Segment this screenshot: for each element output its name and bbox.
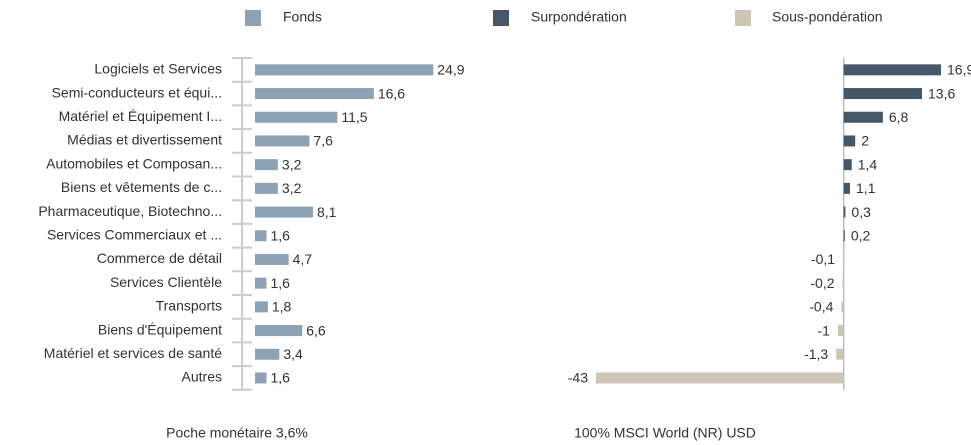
- value-label: 4,7: [293, 251, 313, 267]
- bar: [255, 372, 267, 384]
- value-label: 1,8: [272, 299, 292, 315]
- value-label: -43: [568, 370, 588, 386]
- category-label: Autres: [182, 369, 222, 385]
- bar: [255, 230, 267, 242]
- bar: [255, 301, 268, 313]
- bar: [843, 111, 883, 123]
- bar: [843, 206, 846, 218]
- value-label: 24,9: [437, 62, 464, 78]
- value-label: 1,4: [858, 156, 878, 172]
- value-label: 16,6: [378, 85, 405, 101]
- value-label: 1,6: [270, 275, 290, 291]
- bar: [596, 372, 844, 384]
- legend-swatch: [245, 10, 261, 26]
- legend-label: Fonds: [283, 9, 322, 25]
- bar: [255, 64, 434, 76]
- value-label: 7,6: [313, 133, 333, 149]
- bar: [837, 325, 844, 337]
- value-label: -0,4: [809, 299, 833, 315]
- legend-label: Surpondération: [531, 9, 627, 25]
- category-label: Matériel et services de santé: [44, 345, 222, 361]
- bar: [843, 230, 845, 242]
- category-label: Transports: [156, 298, 222, 314]
- bar: [255, 159, 278, 171]
- category-label: Services Clientèle: [110, 274, 222, 290]
- value-label: 3,4: [283, 346, 303, 362]
- value-label: 0,2: [851, 227, 871, 243]
- value-label: 16,9: [947, 62, 971, 78]
- category-label: Pharmaceutique, Biotechno...: [38, 203, 222, 219]
- bar: [841, 301, 844, 313]
- bar: [255, 88, 374, 100]
- value-label: 1,6: [270, 227, 290, 243]
- value-label: -1: [817, 322, 830, 338]
- value-label: 1,1: [856, 180, 876, 196]
- category-label: Biens d'Équipement: [98, 321, 222, 337]
- value-label: 13,6: [928, 85, 955, 101]
- category-label: Médias et divertissement: [67, 132, 222, 148]
- legend-label: Sous-pondération: [772, 9, 883, 25]
- value-label: 6,8: [889, 109, 909, 125]
- value-label: 8,1: [317, 204, 337, 220]
- bar: [843, 159, 852, 171]
- bar: [843, 253, 845, 265]
- value-label: 1,6: [270, 370, 290, 386]
- category-label: Biens et vêtements de c...: [61, 179, 222, 195]
- value-label: -1,3: [804, 346, 828, 362]
- bar: [255, 182, 278, 194]
- bar: [843, 88, 923, 100]
- value-label: 0,3: [851, 204, 871, 220]
- value-label: 2: [861, 133, 869, 149]
- category-label: Logiciels et Services: [94, 61, 222, 77]
- legend-swatch: [493, 10, 509, 26]
- value-label: 6,6: [306, 322, 326, 338]
- bar: [843, 182, 851, 194]
- note: 100% MSCI World (NR) USD: [574, 425, 756, 441]
- category-label: Commerce de détail: [97, 250, 222, 266]
- bar: [843, 135, 856, 147]
- legend-swatch: [735, 10, 751, 26]
- bar: [255, 135, 310, 147]
- bar: [836, 348, 844, 360]
- value-label: -0,1: [811, 251, 835, 267]
- value-label: -0,2: [810, 275, 834, 291]
- value-label: 3,2: [282, 180, 302, 196]
- note: Poche monétaire 3,6%: [166, 425, 308, 441]
- category-label: Services Commerciaux et ...: [47, 226, 222, 242]
- category-label: Semi-conducteurs et équi...: [52, 84, 222, 100]
- bar: [842, 277, 844, 289]
- bar: [255, 277, 267, 289]
- bar: [255, 111, 338, 123]
- bar: [255, 206, 313, 218]
- value-label: 3,2: [282, 156, 302, 172]
- category-label: Matériel et Équipement I...: [59, 108, 222, 124]
- bar: [255, 348, 280, 360]
- category-label: Automobiles et Composan...: [46, 155, 222, 171]
- bar: [843, 64, 942, 76]
- bar: [255, 253, 289, 265]
- value-label: 11,5: [341, 109, 367, 125]
- bar: [255, 325, 303, 337]
